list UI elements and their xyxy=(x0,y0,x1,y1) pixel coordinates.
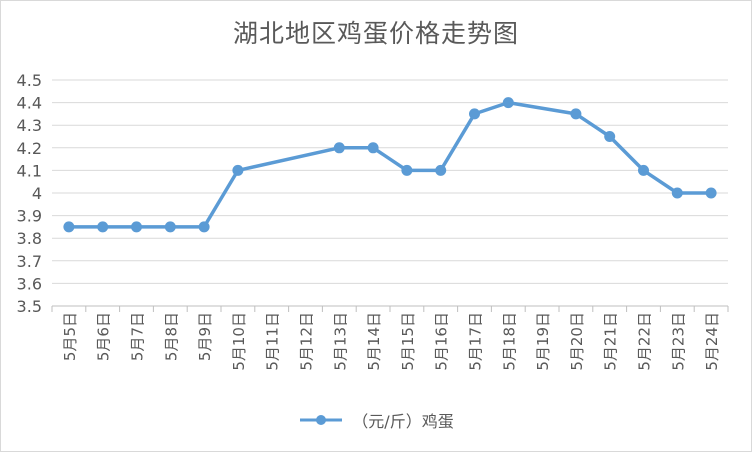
series-layer xyxy=(63,97,717,233)
x-tick-labels: 5月5日 5月6日 5月7日 5月8日 5月9日 5月10日 5月11日 5月12日 5月13日… xyxy=(61,312,721,371)
data-point xyxy=(671,187,683,199)
y-tick-label: 3.9 xyxy=(17,207,42,226)
x-tick-label: 5月7日 xyxy=(129,312,147,361)
data-point xyxy=(198,221,210,233)
x-tick-label: 5月17日 xyxy=(467,312,485,371)
y-tick-labels: 3.5 3.6 3.7 3.8 3.9 4 4.1 4.2 4.3 4.4 4.5 xyxy=(17,71,42,316)
data-point xyxy=(367,142,379,154)
chart-title: 湖北地区鸡蛋价格走势图 xyxy=(232,19,519,48)
y-tick-label: 4 xyxy=(32,184,42,203)
x-tick-label: 5月6日 xyxy=(95,312,113,361)
y-tick-label: 4.1 xyxy=(17,161,42,180)
x-tick-label: 5月12日 xyxy=(298,312,316,371)
y-tick-label: 4.2 xyxy=(17,139,42,158)
y-tick-label: 3.6 xyxy=(17,274,42,293)
x-tick-label: 5月16日 xyxy=(433,312,451,371)
x-tick-label: 5月8日 xyxy=(162,312,180,361)
x-tick-label: 5月19日 xyxy=(534,312,552,371)
data-point xyxy=(469,108,480,120)
y-tick-label: 3.8 xyxy=(17,229,42,248)
gridlines xyxy=(52,79,728,307)
x-tick-label: 5月22日 xyxy=(636,312,654,371)
x-tick-label: 5月13日 xyxy=(331,312,349,371)
data-point xyxy=(333,142,345,154)
x-tick-label: 5月14日 xyxy=(365,312,383,371)
x-tick-label: 5月21日 xyxy=(602,312,620,371)
series-line xyxy=(68,100,712,229)
data-point xyxy=(131,221,142,233)
x-tick-label: 5月23日 xyxy=(669,312,687,371)
x-tick-label: 5月18日 xyxy=(500,312,518,371)
data-point xyxy=(401,164,413,176)
x-tick-label: 5月10日 xyxy=(230,312,248,371)
x-tick-label: 5月9日 xyxy=(196,312,214,361)
x-tick-label: 5月11日 xyxy=(264,312,282,371)
data-point xyxy=(97,221,109,233)
data-point xyxy=(164,221,176,233)
data-point xyxy=(570,108,582,120)
y-tick-label: 4.4 xyxy=(17,94,42,113)
x-tick-label: 5月5日 xyxy=(61,312,79,361)
x-tick-label: 5月24日 xyxy=(703,312,721,371)
data-point xyxy=(435,164,447,176)
y-tick-label: 4.5 xyxy=(17,71,42,90)
data-point xyxy=(604,131,616,142)
x-tick-label: 5月20日 xyxy=(568,312,586,371)
x-tick-label: 5月15日 xyxy=(399,312,417,371)
legend-label: （元/斤）鸡蛋 xyxy=(352,412,454,431)
y-tick-label: 4.3 xyxy=(17,116,42,135)
data-point xyxy=(638,164,649,176)
legend: （元/斤）鸡蛋 xyxy=(0,408,752,432)
axes xyxy=(51,305,729,312)
data-point xyxy=(705,187,717,199)
y-tick-label: 3.7 xyxy=(17,252,42,271)
data-point xyxy=(502,97,514,109)
data-point xyxy=(232,164,244,176)
y-tick-label: 3.5 xyxy=(17,297,42,316)
legend-swatch xyxy=(300,415,343,425)
data-point xyxy=(63,221,75,233)
